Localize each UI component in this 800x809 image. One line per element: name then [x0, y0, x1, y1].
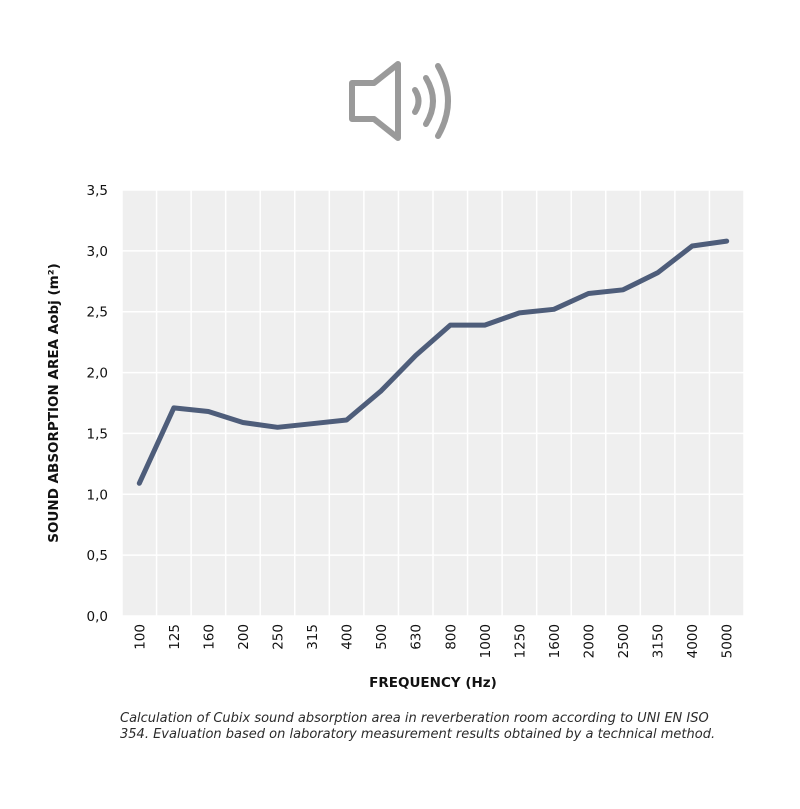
y-tick-label: 2,0 — [87, 366, 108, 382]
x-tick-label: 1250 — [512, 624, 528, 658]
x-tick-label: 315 — [305, 624, 321, 650]
x-tick-label: 4000 — [685, 624, 701, 658]
x-tick-label: 500 — [374, 624, 390, 650]
y-tick-label: 3,5 — [87, 183, 108, 199]
x-tick-label: 100 — [132, 624, 148, 650]
x-tick-label: 2000 — [582, 624, 598, 658]
absorption-chart: 0,0 0,5 1,0 1,5 2,0 2,5 3,0 3,5 100 125 160 200 250… — [46, 183, 745, 691]
speaker-sound-icon — [349, 61, 451, 141]
x-tick-label: 1000 — [478, 624, 494, 658]
x-tick-label: 2500 — [616, 624, 632, 658]
x-tick-label: 125 — [167, 624, 183, 650]
y-tick-label: 1,0 — [87, 487, 108, 503]
x-tick-label: 160 — [201, 624, 217, 650]
y-tick-label: 0,5 — [87, 548, 108, 564]
y-tick-label: 3,0 — [87, 244, 108, 260]
chart-caption: Calculation of Cubix sound absorption ar… — [120, 711, 716, 742]
series-line — [136, 238, 730, 486]
grid-lines — [121, 189, 745, 617]
x-tick-label: 250 — [271, 624, 287, 650]
y-tick-label: 1,5 — [87, 426, 108, 442]
x-tick-label: 800 — [443, 624, 459, 650]
y-axis-ticks: 0,0 0,5 1,0 1,5 2,0 2,5 3,0 3,5 — [87, 183, 108, 625]
x-tick-label: 3150 — [651, 624, 667, 658]
x-tick-label: 1600 — [547, 624, 563, 658]
x-tick-label: 5000 — [720, 624, 736, 658]
x-axis-ticks: 100 125 160 200 250 315 400 500 630 800 1000 1250 16… — [132, 624, 735, 658]
y-tick-label: 0,0 — [87, 609, 108, 625]
y-tick-label: 2,5 — [87, 305, 108, 321]
x-tick-label: 400 — [340, 624, 356, 650]
y-axis-title: SOUND ABSORPTION AREA Aobj (m²) — [46, 263, 62, 543]
x-tick-label: 630 — [409, 624, 425, 650]
x-axis-title: FREQUENCY (Hz) — [369, 675, 497, 691]
x-tick-label: 200 — [236, 624, 252, 650]
